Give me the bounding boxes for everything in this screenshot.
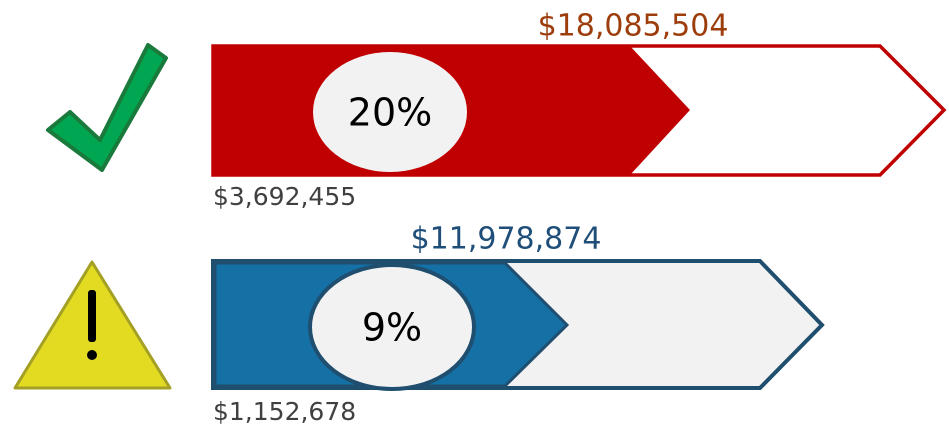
current-label: $1,152,678: [213, 397, 356, 426]
warning-mark: [88, 290, 96, 342]
percent-label: 9%: [362, 306, 422, 350]
percent-badge: [313, 52, 467, 172]
warning-dot: [87, 350, 97, 360]
target-label: $11,978,874: [411, 222, 602, 257]
target-label: $18,085,504: [538, 9, 729, 44]
percent-badge: [308, 263, 476, 391]
current-label: $3,692,455: [213, 182, 356, 211]
percent-label: 20%: [348, 91, 432, 135]
check-icon: [46, 43, 168, 172]
